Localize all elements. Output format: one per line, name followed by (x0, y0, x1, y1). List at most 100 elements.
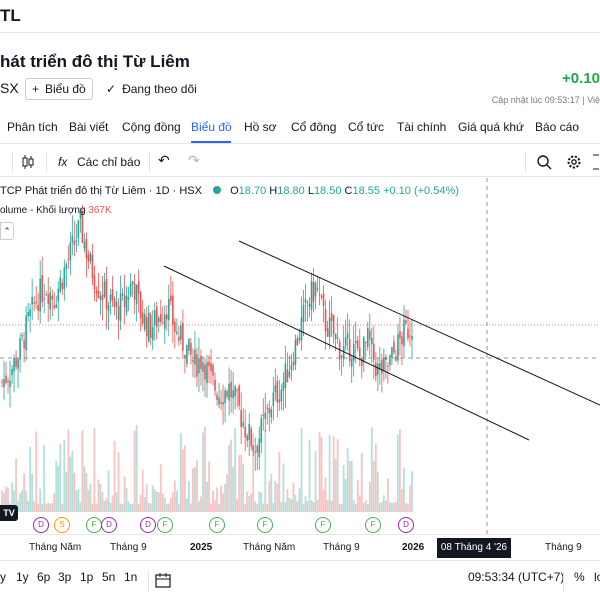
candle-body (344, 337, 347, 346)
indicators-button[interactable]: Các chỉ báo (77, 155, 141, 169)
candle-body (360, 357, 363, 367)
chart-toolbar: fx Các chỉ báo ↶ ↷ (0, 148, 600, 177)
candle-body (395, 356, 397, 361)
tab-bar: Phân tích Bài viết Cộng đồng Biểu đồ Hồ sơ Cổ… (0, 113, 600, 144)
tab-1[interactable]: Phân tích (7, 120, 58, 134)
open-value: 18.70 (238, 185, 267, 197)
volume-bar (47, 502, 50, 512)
candle-body (113, 298, 116, 308)
event-marker-f[interactable]: F (157, 517, 173, 533)
volume-bar (71, 450, 74, 512)
event-marker-f[interactable]: F (209, 517, 225, 533)
event-marker-d[interactable]: D (140, 517, 156, 533)
tab-2[interactable]: Bài viết (69, 120, 109, 134)
volume-bar (232, 466, 235, 512)
candle-type-icon[interactable] (20, 154, 36, 170)
volume-bar (250, 493, 253, 512)
quick-search-icon[interactable] (536, 154, 552, 170)
candle-body (256, 445, 259, 453)
candle-body (383, 356, 385, 371)
event-marker-f[interactable]: F (257, 517, 273, 533)
price-chart[interactable] (0, 178, 600, 534)
volume-bar (131, 503, 134, 512)
volume-bar (15, 458, 17, 512)
candle-body (43, 298, 46, 300)
volume-label: olume - Khối lượng (0, 205, 86, 216)
tab-5[interactable]: Hồ sơ (244, 120, 277, 134)
trend-line-lower (163, 265, 530, 441)
close-value: 18.55 (352, 185, 381, 197)
event-marker-f[interactable]: F (315, 517, 331, 533)
tab-7[interactable]: Cổ tức (348, 120, 385, 134)
follow-button[interactable]: ✓ Đang theo dõi (106, 78, 197, 100)
volume-bar (244, 503, 247, 512)
candle-body (67, 259, 70, 261)
tab-8[interactable]: Tài chính (397, 120, 447, 134)
volume-bar (59, 443, 62, 512)
candle-body (91, 254, 94, 279)
volume-bar (356, 479, 359, 512)
candle-body (192, 360, 194, 363)
volume-bar (336, 439, 339, 512)
tab-10[interactable]: Báo cáo (535, 120, 580, 134)
volume-bar (117, 452, 120, 512)
volume-bar (210, 503, 212, 512)
event-marker-f[interactable]: F (86, 517, 102, 533)
volume-bar (401, 488, 403, 512)
tab-6[interactable]: Cổ đông (291, 120, 337, 134)
log-toggle[interactable]: lo (594, 570, 600, 584)
volume-bar (45, 503, 48, 512)
volume-bar (294, 494, 297, 512)
fullscreen-icon[interactable] (592, 154, 600, 170)
range-button-3p[interactable]: 3p (58, 570, 72, 584)
settings-gear-icon[interactable] (566, 154, 582, 170)
candle-body (27, 311, 29, 316)
range-button-5n[interactable]: 5n (102, 570, 116, 584)
percent-toggle[interactable]: % (574, 570, 585, 584)
volume-bar (31, 474, 34, 512)
volume-bar (393, 502, 395, 512)
candle-body (57, 288, 60, 302)
range-button-1p[interactable]: 1p (80, 570, 94, 584)
candle-body (306, 302, 309, 304)
range-button-y[interactable]: y (0, 570, 6, 584)
date-range-icon[interactable] (155, 572, 171, 588)
candle-body (210, 363, 212, 372)
candle-body (248, 424, 251, 441)
candle-body (228, 383, 230, 401)
volume-bar (320, 437, 323, 512)
time-axis-label: 2026 (402, 542, 425, 553)
event-marker-d[interactable]: D (398, 517, 414, 533)
collapse-legend-button[interactable]: ⌃ (0, 222, 14, 240)
candle-body (278, 399, 281, 403)
candle-body (393, 341, 395, 353)
candle-body (312, 281, 315, 302)
volume-bar (234, 427, 237, 512)
candle-body (218, 397, 220, 405)
volume-bar (391, 502, 393, 512)
event-marker-d[interactable]: D (33, 517, 49, 533)
market-status-dot (213, 186, 222, 194)
candle-body (111, 289, 114, 300)
volume-bar (137, 503, 140, 512)
event-marker-d[interactable]: D (101, 517, 117, 533)
event-marker-s[interactable]: S (54, 517, 70, 533)
chart-button[interactable]: + Biểu đồ (25, 78, 93, 100)
candle-body (176, 331, 178, 334)
candle-body (328, 317, 331, 337)
toolbar-divider (525, 152, 526, 172)
tab-9[interactable]: Giá quá khứ (458, 120, 525, 134)
check-icon: ✓ (106, 82, 117, 96)
volume-bar (97, 479, 100, 512)
range-button-1n[interactable]: 1n (124, 570, 138, 584)
range-button-1y[interactable]: 1y (16, 570, 29, 584)
event-marker-f[interactable]: F (365, 517, 381, 533)
tab-3[interactable]: Cộng đồng (122, 120, 181, 134)
undo-icon[interactable]: ↶ (158, 152, 170, 168)
clock-time[interactable]: 09:53:34 (UTC+7) (468, 570, 565, 584)
candle-body (258, 438, 261, 458)
range-button-6p[interactable]: 6p (37, 570, 51, 584)
tab-4[interactable]: Biểu đồ (191, 120, 232, 134)
candle-body (292, 361, 295, 366)
redo-icon[interactable]: ↷ (188, 152, 200, 168)
